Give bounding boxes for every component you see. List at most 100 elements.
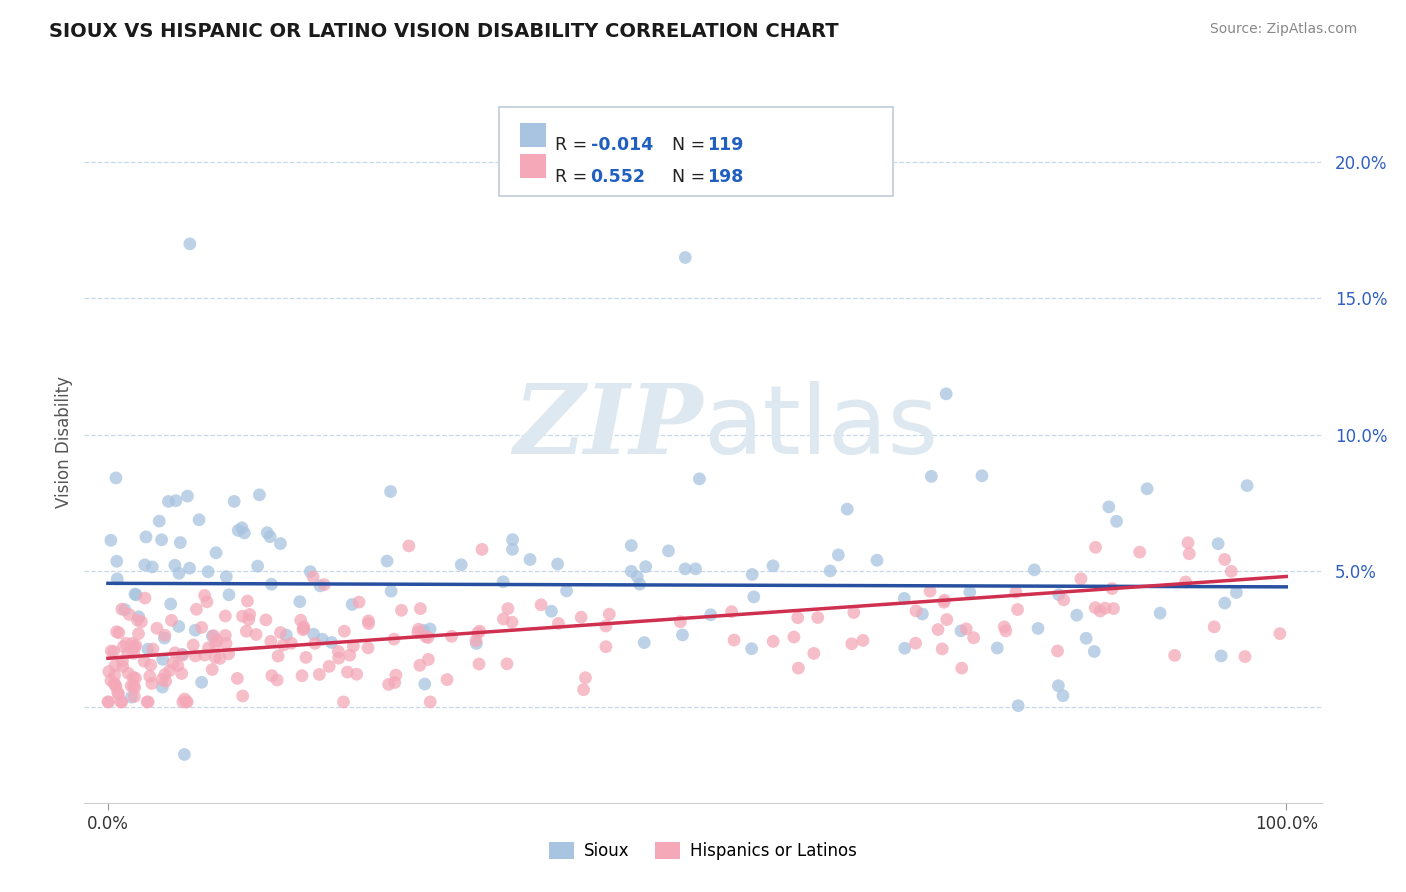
Point <box>273 638 295 652</box>
Point <box>290 613 312 627</box>
Point <box>181 638 204 652</box>
Text: R =: R = <box>555 136 593 154</box>
Point <box>245 627 267 641</box>
Point <box>633 635 655 649</box>
Point <box>288 594 311 608</box>
Point <box>231 521 253 535</box>
Point <box>893 591 915 606</box>
Point <box>1047 588 1070 602</box>
Point <box>1066 608 1088 623</box>
Text: N =: N = <box>672 136 711 154</box>
Point <box>375 554 398 568</box>
Point <box>100 673 122 688</box>
Point <box>179 236 201 251</box>
Point <box>471 542 494 557</box>
Point <box>136 695 159 709</box>
Point <box>380 484 402 499</box>
Point <box>1024 563 1046 577</box>
Point <box>105 572 128 586</box>
Point <box>436 673 458 687</box>
Point <box>172 695 194 709</box>
Text: Source: ZipAtlas.com: Source: ZipAtlas.com <box>1209 22 1357 37</box>
Point <box>530 598 553 612</box>
Point <box>309 579 332 593</box>
Point <box>419 695 441 709</box>
Point <box>555 583 578 598</box>
Point <box>190 675 212 690</box>
Point <box>1163 648 1185 663</box>
Text: R =: R = <box>555 168 593 186</box>
Point <box>256 525 278 540</box>
Point <box>1076 632 1098 646</box>
Point <box>224 494 246 508</box>
Point <box>146 621 169 635</box>
Point <box>124 671 146 685</box>
Point <box>1268 626 1291 640</box>
Text: 119: 119 <box>707 136 744 154</box>
Point <box>134 654 156 668</box>
Point <box>128 609 150 624</box>
Point <box>308 667 330 681</box>
Point <box>108 625 131 640</box>
Point <box>218 647 240 661</box>
Point <box>1136 482 1159 496</box>
Point <box>134 591 156 605</box>
Point <box>270 625 292 640</box>
Point <box>314 578 336 592</box>
Point <box>201 629 224 643</box>
Point <box>125 588 148 602</box>
Point <box>104 680 127 694</box>
Point <box>328 651 350 665</box>
Point <box>165 493 187 508</box>
Point <box>266 673 288 687</box>
Point <box>122 679 145 693</box>
Point <box>807 610 830 624</box>
Point <box>226 672 249 686</box>
Point <box>950 661 973 675</box>
Point <box>574 671 596 685</box>
Point <box>1149 606 1171 620</box>
Point <box>540 604 562 618</box>
Point <box>204 650 226 665</box>
Point <box>935 387 957 401</box>
Point <box>385 668 408 682</box>
Point <box>347 595 370 609</box>
Point <box>97 665 120 679</box>
Point <box>377 677 399 691</box>
Point <box>190 620 212 634</box>
Point <box>468 657 491 671</box>
Point <box>598 607 620 622</box>
Point <box>934 593 956 607</box>
Point <box>959 585 981 599</box>
Point <box>572 682 595 697</box>
Point <box>215 569 238 583</box>
Point <box>346 667 368 681</box>
Point <box>103 668 125 682</box>
Point <box>1174 574 1197 589</box>
Point <box>194 648 217 662</box>
Text: N =: N = <box>672 168 711 186</box>
Point <box>502 533 524 547</box>
Point <box>111 695 134 709</box>
Point <box>803 647 825 661</box>
Point <box>167 658 190 673</box>
Point <box>440 629 463 643</box>
Point <box>159 664 181 678</box>
Point <box>904 636 927 650</box>
Point <box>197 565 219 579</box>
Point <box>104 678 127 692</box>
Point <box>671 628 693 642</box>
Point <box>163 646 186 660</box>
Point <box>122 647 145 661</box>
Point <box>218 588 240 602</box>
Point <box>236 594 259 608</box>
Point <box>105 624 128 639</box>
Point <box>131 615 153 629</box>
Point <box>468 624 491 639</box>
Point <box>105 554 128 568</box>
Point <box>626 569 648 583</box>
Point <box>837 502 859 516</box>
Point <box>136 642 159 657</box>
Point <box>1098 500 1121 514</box>
Point <box>450 558 472 572</box>
